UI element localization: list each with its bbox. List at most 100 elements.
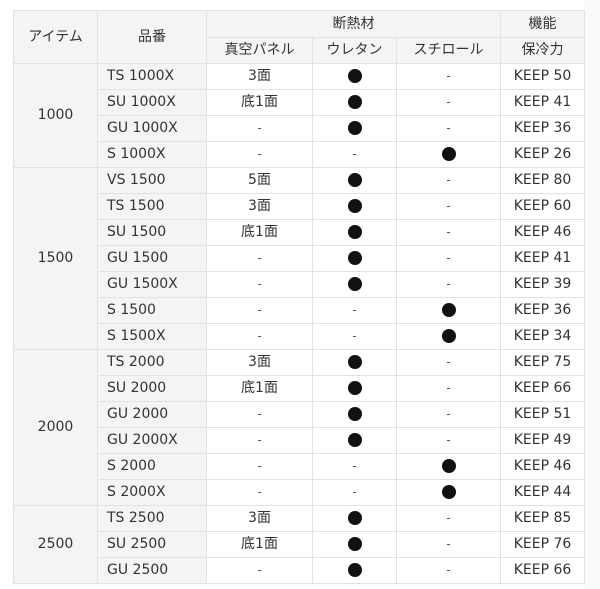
table-row: SU 2500 底1面 - KEEP 76	[14, 531, 586, 558]
urethane-cell	[312, 505, 397, 532]
urethane-cell: -	[312, 479, 397, 506]
urethane-cell	[312, 89, 397, 116]
model-number-cell: SU 2500	[97, 531, 207, 558]
vacuum-panel-cell: -	[206, 297, 313, 324]
model-number-cell: SU 2000	[97, 375, 207, 402]
vacuum-panel-cell: 底1面	[206, 89, 313, 116]
filled-circle-icon	[347, 537, 362, 551]
dash-mark: -	[446, 199, 451, 213]
table-row: GU 1000X - - KEEP 36	[14, 115, 586, 142]
styrofoam-cell: -	[395, 375, 502, 402]
item-size-cell: 1000	[13, 63, 98, 168]
model-number-cell: S 1500X	[97, 323, 207, 350]
styrofoam-cell: -	[395, 89, 502, 116]
urethane-cell	[312, 219, 397, 246]
vacuum-panel-cell: -	[206, 557, 313, 584]
styrofoam-cell: -	[395, 219, 502, 246]
filled-circle-icon	[347, 381, 362, 395]
model-number-cell: TS 2500	[97, 505, 207, 532]
cold-retention-cell: KEEP 46	[500, 219, 586, 246]
vacuum-panel-cell: -	[206, 401, 313, 428]
dash-mark: -	[257, 563, 262, 577]
vacuum-panel-cell: 3面	[206, 193, 313, 220]
filled-circle-icon	[347, 511, 362, 525]
urethane-cell: -	[312, 297, 397, 324]
styrofoam-cell: -	[395, 63, 502, 90]
table-row: GU 2000 - - KEEP 51	[14, 401, 586, 428]
model-number-cell: TS 1500	[97, 193, 207, 220]
cold-retention-cell: KEEP 75	[500, 349, 586, 376]
styrofoam-cell: -	[395, 193, 502, 220]
dash-mark: -	[446, 407, 451, 421]
dash-mark: -	[446, 511, 451, 525]
urethane-cell	[312, 375, 397, 402]
table-header: アイテム 品番 断熱材 機能 真空パネル ウレタン スチロール 保冷力	[13, 10, 586, 64]
styrofoam-cell: -	[395, 245, 502, 272]
vacuum-panel-cell: 底1面	[206, 219, 313, 246]
cold-retention-cell: KEEP 34	[500, 323, 586, 350]
styrofoam-cell: -	[395, 427, 502, 454]
table-row: 1000 TS 1000X 3面 - KEEP 50	[13, 63, 586, 168]
dash-mark: -	[352, 303, 357, 317]
table-row: S 2000X - - KEEP 44	[14, 479, 586, 506]
header-model: 品番	[97, 10, 207, 64]
table-row: SU 2000 底1面 - KEEP 66	[14, 375, 586, 402]
dash-mark: -	[446, 121, 451, 135]
cold-retention-cell: KEEP 50	[500, 63, 586, 90]
urethane-cell	[312, 271, 397, 298]
dash-mark: -	[257, 433, 262, 447]
styrofoam-cell: -	[395, 557, 502, 584]
styrofoam-cell: -	[395, 401, 502, 428]
table-body: 1000 TS 1000X 3面 - KEEP 50 SU 1000X 底1面 - KEEP 4…	[13, 63, 586, 584]
urethane-cell	[312, 167, 397, 194]
header-function-group: 機能	[500, 10, 586, 38]
model-number-cell: GU 1500X	[97, 271, 207, 298]
table-row: 2500 TS 2500 3面 - KEEP 85	[13, 505, 586, 584]
header-urethane: ウレタン	[312, 37, 397, 64]
dash-mark: -	[257, 485, 262, 499]
cold-retention-cell: KEEP 85	[500, 505, 586, 532]
filled-circle-icon	[441, 459, 456, 473]
filled-circle-icon	[347, 225, 362, 239]
table-row: GU 2500 - - KEEP 66	[14, 557, 586, 584]
cold-retention-cell: KEEP 36	[500, 115, 586, 142]
styrofoam-cell	[395, 323, 502, 350]
table-row: GU 2000X - - KEEP 49	[14, 427, 586, 454]
urethane-cell	[312, 245, 397, 272]
table-row: S 1500 - - KEEP 36	[14, 297, 586, 324]
urethane-cell	[312, 557, 397, 584]
dash-mark: -	[257, 251, 262, 265]
vacuum-panel-cell: -	[206, 245, 313, 272]
table-row: GU 1500X - - KEEP 39	[14, 271, 586, 298]
vacuum-panel-cell: 底1面	[206, 375, 313, 402]
item-size-cell: 2500	[13, 505, 98, 584]
model-number-cell: S 2000	[97, 453, 207, 480]
urethane-cell	[312, 115, 397, 142]
model-number-cell: VS 1500	[97, 167, 207, 194]
filled-circle-icon	[347, 95, 362, 109]
header-insulation-group: 断熱材	[205, 10, 502, 38]
dash-mark: -	[446, 173, 451, 187]
header-cold-retention: 保冷力	[500, 37, 586, 64]
urethane-cell: -	[312, 141, 397, 168]
dash-mark: -	[446, 95, 451, 109]
cooler-spec-table: アイテム 品番 断熱材 機能 真空パネル ウレタン スチロール 保冷力 1000…	[13, 10, 586, 584]
cold-retention-cell: KEEP 80	[500, 167, 586, 194]
urethane-cell	[312, 531, 397, 558]
dash-mark: -	[352, 485, 357, 499]
vacuum-panel-cell: -	[206, 115, 313, 142]
filled-circle-icon	[347, 69, 362, 83]
urethane-cell: -	[312, 323, 397, 350]
dash-mark: -	[446, 69, 451, 83]
model-number-cell: SU 1500	[97, 219, 207, 246]
cold-retention-cell: KEEP 41	[500, 89, 586, 116]
filled-circle-icon	[347, 355, 362, 369]
styrofoam-cell: -	[395, 349, 502, 376]
cold-retention-cell: KEEP 44	[500, 479, 586, 506]
cold-retention-cell: KEEP 66	[500, 375, 586, 402]
filled-circle-icon	[441, 329, 456, 343]
styrofoam-cell: -	[395, 167, 502, 194]
styrofoam-cell: -	[395, 115, 502, 142]
filled-circle-icon	[441, 303, 456, 317]
filled-circle-icon	[347, 277, 362, 291]
